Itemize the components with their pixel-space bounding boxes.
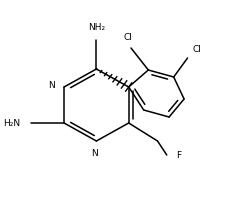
Text: Cl: Cl <box>192 45 201 54</box>
Text: F: F <box>176 150 181 160</box>
Text: Cl: Cl <box>123 33 132 42</box>
Text: NH₂: NH₂ <box>88 23 105 32</box>
Text: N: N <box>91 149 97 158</box>
Text: H₂N: H₂N <box>3 118 20 128</box>
Text: N: N <box>48 81 55 90</box>
